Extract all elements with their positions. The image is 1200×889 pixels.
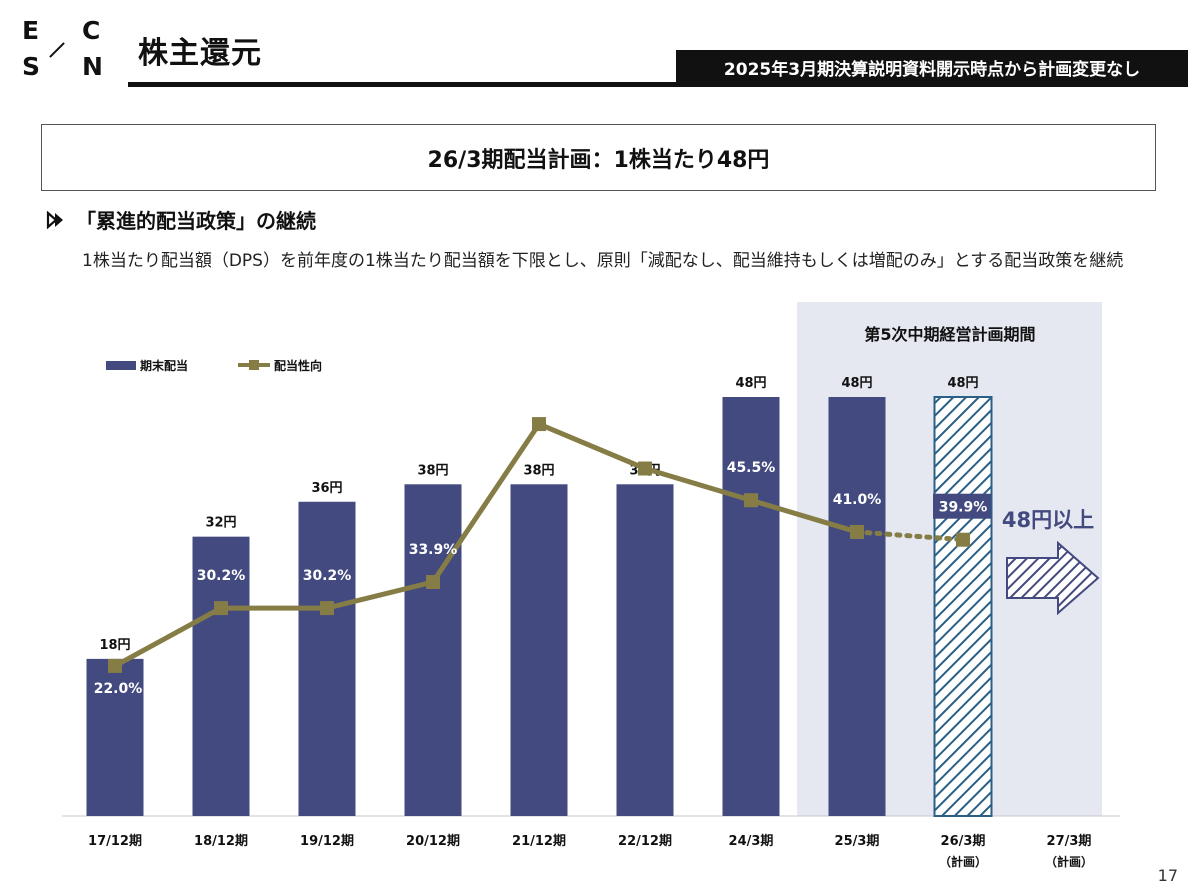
legend-bar-swatch: [106, 361, 136, 370]
bar: [404, 484, 462, 816]
x-tick-label: 20/12期: [406, 834, 460, 849]
legend-line-label: 配当性向: [274, 358, 322, 373]
bar: [510, 484, 568, 816]
page-number: 17: [1157, 866, 1178, 885]
payout-ratio-label: 45.5%: [727, 460, 776, 476]
payout-ratio-label: 30.2%: [197, 568, 246, 584]
bar: [616, 484, 674, 816]
bar-value-label: 38円: [523, 463, 554, 478]
bar-value-label: 36円: [311, 481, 342, 496]
payout-ratio-line-planned: [854, 529, 966, 543]
payout-ratio-marker: [426, 575, 440, 590]
payout-ratio-line: [113, 421, 858, 669]
payout-ratio-marker: [214, 601, 228, 616]
legend-bar-label: 期末配当: [140, 358, 188, 373]
logo-letter-s: S: [22, 52, 41, 81]
title-rule: [128, 82, 1188, 87]
x-tick-label: 21/12期: [512, 834, 566, 849]
plan-period-label: 第5次中期経営計画期間: [864, 325, 1035, 344]
x-tick-label: 24/3期: [729, 834, 774, 849]
bar-value-label: 48円: [841, 376, 872, 391]
payout-ratio-label: 30.2%: [303, 568, 352, 584]
x-tick-label: 19/12期: [300, 834, 354, 849]
double-chevron-icon: [46, 210, 63, 229]
bar-value-label: 48円: [947, 376, 978, 391]
page-title: 株主還元: [138, 36, 262, 71]
dividend-plan-text: 26/3期配当計画：1株当たり48円: [427, 147, 770, 173]
section-heading: 「累進的配当政策」の継続: [46, 205, 316, 234]
chart-legend: 期末配当 配当性向: [106, 358, 322, 373]
bar: [192, 536, 250, 816]
dividend-plan-box: 26/3期配当計画：1株当たり48円: [41, 124, 1156, 191]
logo-letter-c: C: [82, 16, 101, 45]
payout-ratio-marker: [744, 493, 758, 508]
bar-planned: [933, 396, 993, 817]
future-dividend-label: 48円以上: [1002, 508, 1094, 532]
bar-value-label: 32円: [205, 516, 236, 531]
x-tick-sublabel: （計画）: [939, 854, 987, 869]
bar-value-label: 38円: [417, 463, 448, 478]
legend-line-marker: [249, 360, 259, 370]
payout-ratio-marker: [532, 417, 546, 432]
payout-ratio-marker: [638, 461, 652, 476]
bar: [298, 501, 356, 816]
x-tick-label: 22/12期: [618, 834, 672, 849]
company-logo: E C S N: [22, 18, 112, 80]
x-tick-label: 26/3期: [941, 834, 986, 849]
bar-value-label: 48円: [735, 376, 766, 391]
bar: [828, 397, 886, 816]
payout-ratio-marker: [850, 524, 864, 539]
bar: [86, 658, 144, 816]
payout-label-background: [933, 493, 991, 519]
payout-ratio-marker: [320, 601, 334, 616]
header-badge: 2025年3月期決算説明資料開示時点から計画変更なし: [676, 50, 1188, 84]
future-dividend-indicator: 48円以上: [1002, 508, 1100, 616]
bar: [722, 397, 780, 816]
bar-value-label: 18円: [99, 638, 130, 653]
payout-ratio-marker: [108, 658, 122, 673]
x-tick-label: 18/12期: [194, 834, 248, 849]
payout-ratio-label: 22.0%: [94, 681, 143, 697]
payout-ratio-marker: [956, 532, 970, 547]
x-tick-label: 17/12期: [88, 834, 142, 849]
logo-letter-e: E: [22, 16, 40, 45]
x-tick-label: 25/3期: [835, 834, 880, 849]
x-tick-label: 27/3期: [1047, 834, 1092, 849]
section-heading-text: 「累進的配当政策」の継続: [76, 209, 316, 233]
x-tick-sublabel: （計画）: [1045, 854, 1093, 869]
logo-letter-n: N: [82, 52, 103, 81]
payout-ratio-label: 56.3%: [515, 384, 564, 400]
payout-ratio-label: 39.9%: [939, 500, 988, 516]
payout-ratio-label: 41.0%: [833, 492, 882, 508]
policy-description: 1株当たり配当額（DPS）を前年度の1株当たり配当額を下限とし、原則「減配なし、…: [82, 251, 1124, 271]
payout-ratio-label: 50.0%: [621, 429, 670, 445]
right-arrow-icon: [1006, 540, 1100, 616]
payout-ratio-label: 33.9%: [409, 542, 458, 558]
